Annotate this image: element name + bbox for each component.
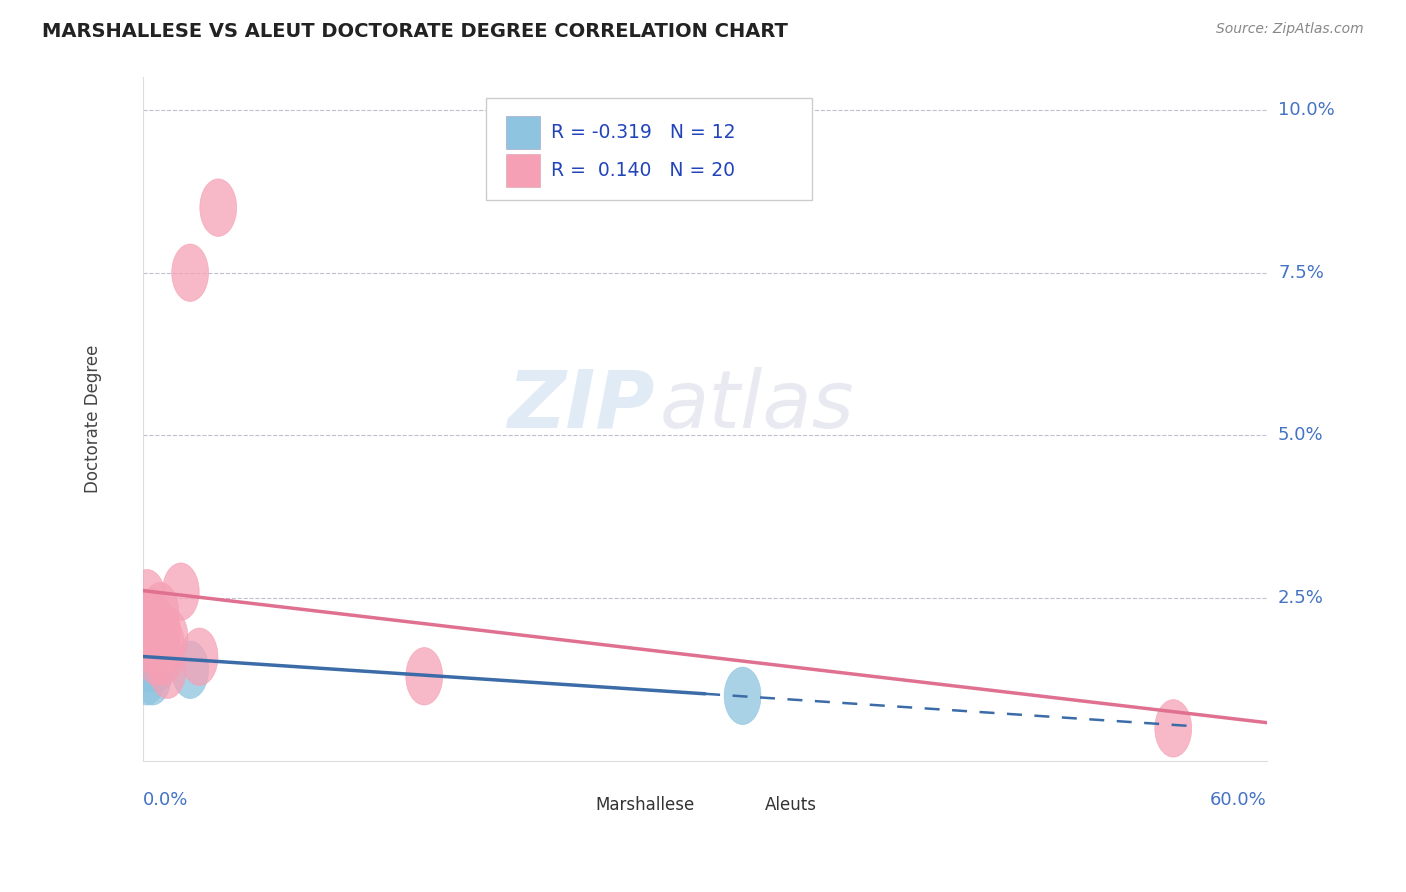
Ellipse shape: [172, 244, 208, 301]
Ellipse shape: [150, 608, 188, 666]
Ellipse shape: [132, 628, 169, 685]
Ellipse shape: [131, 615, 167, 673]
Ellipse shape: [127, 589, 163, 647]
Ellipse shape: [139, 602, 177, 659]
Ellipse shape: [148, 615, 184, 673]
Ellipse shape: [200, 179, 236, 236]
Ellipse shape: [136, 628, 173, 685]
Ellipse shape: [406, 648, 443, 705]
Ellipse shape: [1154, 699, 1192, 757]
Ellipse shape: [138, 628, 174, 685]
Ellipse shape: [149, 641, 186, 698]
Ellipse shape: [172, 641, 208, 698]
Text: MARSHALLESE VS ALEUT DOCTORATE DEGREE CORRELATION CHART: MARSHALLESE VS ALEUT DOCTORATE DEGREE CO…: [42, 22, 787, 41]
Text: ZIP: ZIP: [508, 367, 655, 444]
Ellipse shape: [181, 628, 218, 685]
Ellipse shape: [134, 589, 172, 647]
Text: Source: ZipAtlas.com: Source: ZipAtlas.com: [1216, 22, 1364, 37]
Text: 0.0%: 0.0%: [143, 791, 188, 809]
Text: 10.0%: 10.0%: [1278, 101, 1334, 119]
Ellipse shape: [131, 615, 167, 673]
Text: R =  0.140   N = 20: R = 0.140 N = 20: [551, 161, 735, 180]
FancyBboxPatch shape: [506, 154, 540, 186]
FancyBboxPatch shape: [560, 798, 588, 814]
Ellipse shape: [142, 582, 179, 640]
Ellipse shape: [136, 608, 173, 666]
Text: Doctorate Degree: Doctorate Degree: [84, 345, 101, 493]
Ellipse shape: [145, 628, 183, 685]
Ellipse shape: [138, 634, 174, 692]
Ellipse shape: [134, 589, 172, 647]
Ellipse shape: [128, 569, 166, 627]
FancyBboxPatch shape: [506, 116, 540, 149]
Ellipse shape: [131, 634, 167, 692]
Ellipse shape: [139, 622, 177, 679]
Ellipse shape: [134, 648, 172, 705]
Text: 2.5%: 2.5%: [1278, 590, 1324, 607]
Ellipse shape: [132, 602, 169, 659]
Text: Aleuts: Aleuts: [765, 797, 817, 814]
Text: 7.5%: 7.5%: [1278, 264, 1324, 282]
Ellipse shape: [128, 648, 166, 705]
Ellipse shape: [162, 563, 200, 621]
Ellipse shape: [127, 628, 163, 685]
Text: atlas: atlas: [661, 367, 855, 444]
Text: 5.0%: 5.0%: [1278, 426, 1323, 444]
Text: R = -0.319   N = 12: R = -0.319 N = 12: [551, 123, 735, 143]
Ellipse shape: [724, 667, 761, 724]
Text: Marshallese: Marshallese: [595, 797, 695, 814]
FancyBboxPatch shape: [486, 98, 811, 201]
FancyBboxPatch shape: [727, 798, 755, 814]
Text: 60.0%: 60.0%: [1211, 791, 1267, 809]
Ellipse shape: [143, 602, 180, 659]
